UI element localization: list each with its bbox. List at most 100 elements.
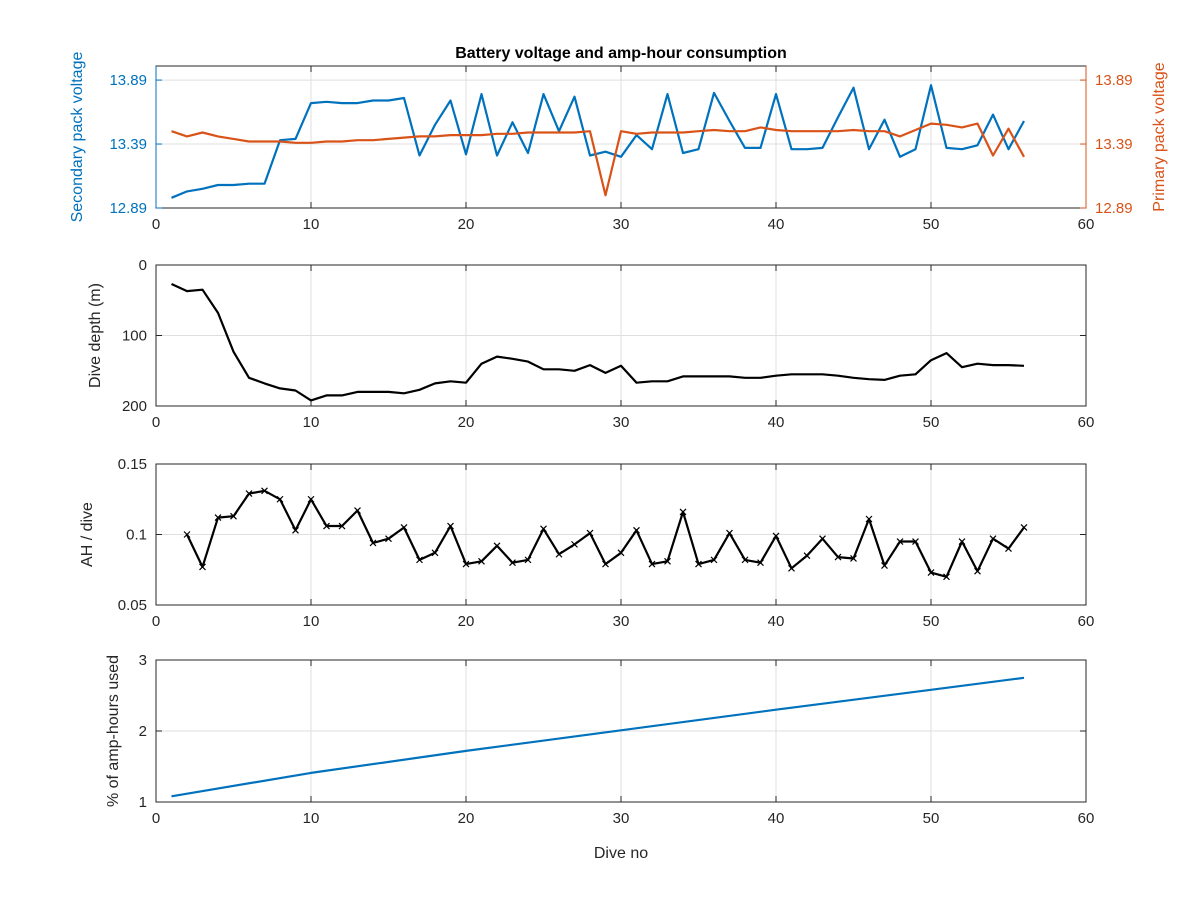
data-point-marker — [307, 495, 315, 503]
y-tick-label: 13.89 — [109, 72, 147, 89]
data-point-marker — [1005, 545, 1012, 553]
x-tick-label: 50 — [923, 613, 940, 630]
series-line-2-1 — [171, 282, 1025, 402]
x-tick-label: 60 — [1078, 810, 1095, 827]
y-tick-label: 0 — [139, 257, 147, 274]
x-tick-label: 60 — [1078, 216, 1095, 233]
data-point-marker — [834, 553, 842, 561]
figure-title: Battery voltage and amp-hour consumption — [455, 45, 787, 62]
data-point-marker — [462, 560, 470, 568]
chart-panels: 0 10 20 30 40 50 6012.8913.3913.8912.8913.3913… — [69, 52, 1168, 827]
data-point-marker — [881, 562, 888, 569]
x-tick-label: 30 — [613, 810, 630, 827]
panel-4: 0 10 20 30 40 50 60 1 2 3 % of amp-hours used — [105, 652, 1094, 827]
data-point-marker — [974, 567, 981, 575]
x-tick-label: 40 — [768, 613, 785, 630]
x-tick-label: 30 — [613, 414, 630, 431]
data-point-marker — [850, 555, 857, 562]
data-point-marker — [602, 560, 609, 568]
y2-axis-label: Primary pack voltage — [1151, 62, 1168, 211]
data-point-marker — [493, 542, 501, 550]
x-tick-label: 10 — [303, 810, 320, 827]
data-point-marker — [772, 532, 780, 540]
data-point-marker — [338, 522, 346, 530]
data-point-marker — [757, 559, 764, 567]
y-tick-label: 0.15 — [118, 456, 147, 473]
data-point-marker — [524, 556, 532, 564]
data-point-marker — [276, 495, 284, 503]
x-tick-label: 50 — [923, 216, 940, 233]
x-tick-label: 50 — [923, 810, 940, 827]
data-point-marker — [927, 569, 935, 576]
y-axis-label: Dive depth (m) — [87, 283, 104, 388]
data-point-marker — [447, 522, 454, 530]
y-tick-label: 1 — [139, 794, 147, 811]
data-point-marker — [416, 556, 423, 564]
x-tick-label: 20 — [458, 810, 475, 827]
data-point-marker — [943, 573, 950, 581]
y2-tick-label: 12.89 — [1095, 200, 1133, 217]
data-point-marker — [214, 514, 222, 522]
x-tick-label: 0 — [152, 414, 160, 431]
x-tick-label: 60 — [1078, 613, 1095, 630]
y-tick-label: 2 — [139, 723, 147, 740]
series-line-1-1 — [171, 84, 1025, 199]
data-point-marker — [431, 549, 439, 557]
data-point-marker — [803, 552, 811, 560]
data-point-marker — [865, 515, 873, 523]
x-tick-label: 20 — [458, 216, 475, 233]
x-tick-label: 60 — [1078, 414, 1095, 431]
data-point-marker — [710, 556, 718, 564]
data-point-marker — [261, 487, 268, 495]
data-point-marker — [726, 529, 733, 537]
data-point-marker — [400, 524, 408, 531]
y-axis-label: AH / dive — [79, 502, 96, 567]
data-point-marker — [648, 560, 656, 568]
y2-tick-label: 13.39 — [1095, 136, 1133, 153]
data-point-marker — [555, 550, 563, 558]
panel-1: 0 10 20 30 40 50 6012.8913.3913.8912.8913.3913… — [69, 52, 1168, 233]
data-point-marker — [183, 531, 191, 538]
y-tick-label: 100 — [122, 328, 147, 345]
data-point-marker — [664, 557, 671, 565]
data-point-marker — [586, 529, 594, 537]
data-point-marker — [617, 549, 625, 557]
data-point-marker — [695, 560, 702, 568]
data-point-marker — [292, 526, 299, 534]
data-point-marker — [323, 522, 330, 530]
panel-2: 0 10 20 30 40 50 60 0 100 200 Dive depth (m) — [87, 257, 1094, 431]
x-tick-label: 10 — [303, 414, 320, 431]
x-axis-label: Dive no — [594, 845, 648, 862]
series-line-1-2 — [171, 122, 1025, 197]
y-tick-label: 12.89 — [109, 200, 147, 217]
y-tick-label: 200 — [122, 398, 147, 415]
y-tick-label: 0.05 — [118, 597, 147, 614]
x-tick-label: 0 — [152, 613, 160, 630]
data-point-marker — [989, 535, 997, 543]
data-point-marker — [1020, 524, 1028, 531]
x-tick-label: 20 — [458, 613, 475, 630]
y-axis-label: Secondary pack voltage — [69, 52, 86, 223]
data-point-marker — [679, 508, 687, 516]
y-axis-label: % of amp-hours used — [105, 655, 122, 807]
data-point-marker — [478, 557, 485, 565]
x-tick-label: 20 — [458, 414, 475, 431]
data-point-marker — [741, 556, 749, 564]
data-point-marker — [912, 538, 919, 545]
y-tick-label: 0.1 — [126, 527, 147, 544]
y-tick-label: 13.39 — [109, 136, 147, 153]
x-tick-label: 30 — [613, 216, 630, 233]
data-point-marker — [385, 535, 392, 543]
x-tick-label: 40 — [768, 810, 785, 827]
x-tick-label: 0 — [152, 216, 160, 233]
x-tick-label: 0 — [152, 810, 160, 827]
x-tick-label: 40 — [768, 216, 785, 233]
x-tick-label: 50 — [923, 414, 940, 431]
data-point-marker — [571, 540, 578, 548]
data-point-marker — [896, 538, 904, 545]
x-tick-label: 10 — [303, 216, 320, 233]
x-tick-label: 10 — [303, 613, 320, 630]
data-point-marker — [245, 490, 253, 498]
panel-3: 0 10 20 30 40 50 60 0.05 0.1 0.15 AH / dive — [79, 456, 1094, 630]
